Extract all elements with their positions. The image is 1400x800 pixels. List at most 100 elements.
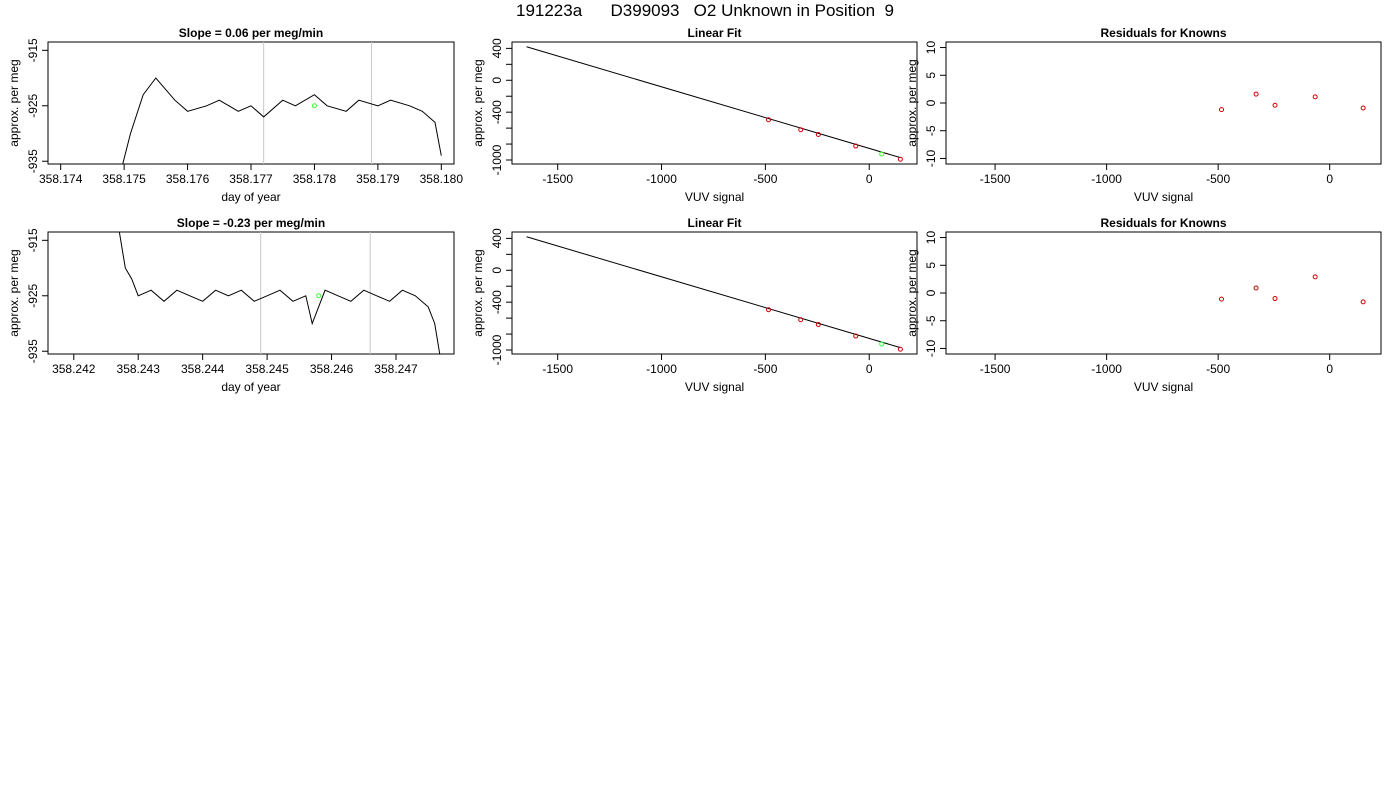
known-point	[1219, 107, 1224, 113]
y-tick-label: -1000	[490, 334, 504, 365]
unknown-point	[311, 103, 317, 109]
x-tick-label: -1500	[980, 172, 1011, 186]
known-point	[1272, 296, 1278, 302]
known-point	[1253, 285, 1259, 291]
x-axis-label: VUV signal	[1134, 380, 1193, 394]
y-tick-label: -925	[26, 93, 40, 117]
known-point	[897, 346, 903, 352]
plot-title: Slope = 0.06 per meg/min	[179, 26, 323, 40]
plot-data-layer	[1219, 274, 1366, 305]
x-tick-label: 358.180	[420, 172, 464, 186]
x-axis-label: day of year	[221, 380, 280, 394]
x-tick-label: 358.246	[310, 362, 354, 376]
plot-frame	[511, 41, 918, 165]
known-point	[1312, 94, 1318, 100]
x-tick-label: -1500	[980, 362, 1011, 376]
fit-line	[526, 46, 901, 159]
y-tick-label: -10	[924, 149, 938, 167]
y-tick-label: 5	[924, 262, 938, 269]
x-tick-label: 358.175	[102, 172, 146, 186]
x-tick-label: 358.178	[293, 172, 337, 186]
plot-panel-2	[506, 41, 918, 170]
x-tick-label: 0	[1326, 172, 1333, 186]
x-tick-label: -500	[753, 172, 777, 186]
x-tick-label: -1000	[1091, 362, 1122, 376]
x-tick-label: 358.179	[356, 172, 400, 186]
known-point	[1253, 91, 1259, 97]
plot-frame	[945, 41, 1382, 165]
plot-title: Residuals for Knowns	[1100, 26, 1226, 40]
plot-frame	[511, 231, 918, 355]
x-tick-label: -500	[1206, 362, 1230, 376]
x-tick-label: -1500	[542, 362, 573, 376]
y-tick-label: 400	[490, 228, 504, 248]
y-axis-label: approx. per meg	[905, 59, 919, 146]
plot-data-layer	[526, 236, 903, 352]
known-point	[766, 117, 771, 123]
y-tick-label: 10	[924, 41, 938, 55]
plot-panel-3	[940, 41, 1382, 170]
x-axis-label: day of year	[221, 190, 280, 204]
y-tick-label: -1000	[490, 144, 504, 175]
x-tick-label: 358.242	[52, 362, 96, 376]
plot-frame	[47, 231, 455, 355]
known-point	[815, 321, 821, 327]
y-tick-label: -915	[26, 228, 40, 252]
plot-panel-1	[42, 41, 455, 170]
x-tick-label: 358.247	[374, 362, 418, 376]
plot-data-layer	[1219, 91, 1366, 113]
plot-data-layer	[122, 42, 442, 164]
x-tick-label: -500	[1206, 172, 1230, 186]
plot-title: Slope = -0.23 per meg/min	[177, 216, 325, 230]
y-axis-label: approx. per meg	[905, 249, 919, 336]
trace-line	[118, 232, 441, 354]
plot-title: Residuals for Knowns	[1100, 216, 1226, 230]
y-tick-label: 400	[490, 38, 504, 58]
known-point	[853, 333, 859, 339]
x-axis-label: VUV signal	[1134, 190, 1193, 204]
plot-data-layer	[118, 232, 441, 354]
y-tick-label: 10	[924, 231, 938, 245]
known-point	[853, 143, 859, 149]
known-point	[766, 307, 771, 313]
unknown-point	[879, 151, 885, 157]
x-tick-label: 358.176	[166, 172, 210, 186]
unknown-point	[879, 341, 885, 347]
known-point	[1360, 105, 1366, 111]
known-point	[798, 127, 804, 133]
y-tick-label: -915	[26, 38, 40, 62]
y-tick-label: -10	[924, 339, 938, 357]
known-point	[1219, 296, 1224, 302]
plot-frame	[47, 41, 455, 165]
known-point	[1360, 299, 1366, 305]
trace-line	[122, 77, 442, 164]
x-axis-label: VUV signal	[685, 380, 744, 394]
x-tick-label: 358.177	[229, 172, 273, 186]
x-tick-label: -1500	[542, 172, 573, 186]
x-tick-label: 358.244	[181, 362, 225, 376]
y-tick-label: -935	[26, 149, 40, 173]
y-axis-label: approx. per meg	[7, 59, 21, 146]
known-point	[897, 156, 903, 162]
x-tick-label: -1000	[646, 172, 677, 186]
plot-title: Linear Fit	[687, 216, 741, 230]
plot-panel-4	[42, 231, 455, 360]
x-tick-label: -500	[753, 362, 777, 376]
x-tick-label: 358.243	[117, 362, 161, 376]
x-tick-label: 358.245	[245, 362, 289, 376]
y-tick-label: 0	[490, 77, 504, 84]
known-point	[1272, 102, 1278, 108]
y-axis-label: approx. per meg	[471, 249, 485, 336]
known-point	[1312, 274, 1318, 280]
plot-panel-6	[940, 231, 1382, 360]
unknown-point	[316, 293, 322, 299]
y-tick-label: 0	[490, 267, 504, 274]
known-point	[815, 131, 821, 137]
plot-frame	[945, 231, 1382, 355]
y-tick-label: -5	[924, 125, 938, 136]
x-tick-label: -1000	[646, 362, 677, 376]
plot-panel-5	[506, 231, 918, 360]
y-tick-label: -5	[924, 315, 938, 326]
x-tick-label: 0	[866, 172, 873, 186]
